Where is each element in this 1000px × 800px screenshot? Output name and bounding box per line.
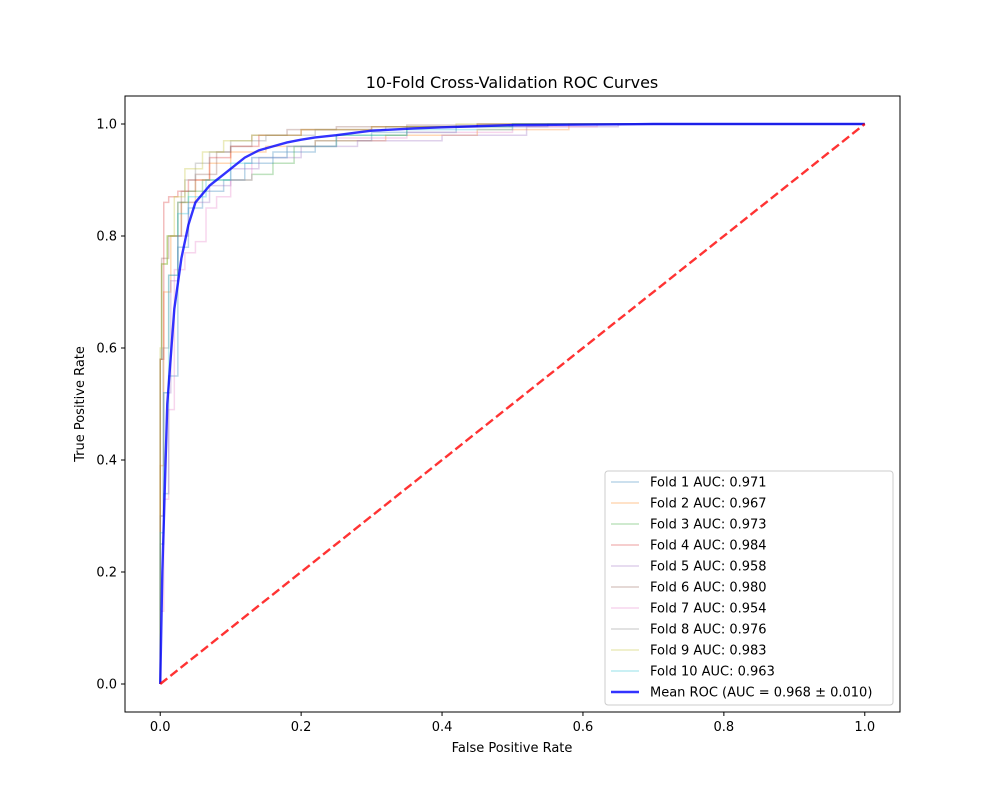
x-tick-label: 0.6 — [573, 720, 594, 735]
legend-label-fold-4: Fold 4 AUC: 0.984 — [650, 539, 767, 554]
series-line-fold-1 — [159, 123, 865, 684]
y-tick-label: 0.4 — [96, 454, 117, 469]
x-tick-label: 0.8 — [714, 720, 735, 735]
series-line-fold-6 — [159, 123, 865, 684]
legend-label-fold-2: Fold 2 AUC: 0.967 — [650, 497, 767, 512]
plot-frame — [124, 95, 901, 713]
y-tick-label: 0.8 — [96, 230, 117, 245]
series-line-fold-9 — [159, 123, 865, 684]
legend-box — [604, 470, 894, 706]
series-line-fold-4 — [159, 123, 865, 684]
series-line-fold-3 — [159, 123, 865, 684]
series-line-fold-7 — [159, 123, 865, 684]
legend-label-fold-8: Fold 8 AUC: 0.976 — [650, 623, 767, 638]
y-tick-label: 0.6 — [96, 342, 117, 357]
legend-label-fold-6: Fold 6 AUC: 0.980 — [650, 581, 767, 596]
y-axis-label: True Positive Rate — [73, 346, 88, 463]
y-tick-label: 0.0 — [96, 678, 117, 693]
x-axis-ticks: 0.0 0.2 0.4 0.6 0.8 1.0 — [150, 712, 875, 735]
series-line-fold-2 — [159, 123, 865, 684]
x-tick-label: 0.0 — [150, 720, 171, 735]
legend-items: Fold 1 AUC: 0.971 Fold 2 AUC: 0.967 Fold 3… — [611, 476, 872, 701]
legend-label-fold-10: Fold 10 AUC: 0.963 — [650, 665, 775, 680]
legend-label-fold-9: Fold 9 AUC: 0.983 — [650, 644, 767, 659]
series-line-mean-roc — [159, 122, 865, 685]
x-tick-label: 1.0 — [854, 720, 875, 735]
x-tick-label: 0.4 — [432, 720, 453, 735]
y-tick-label: 0.2 — [96, 566, 117, 581]
legend-label-fold-5: Fold 5 AUC: 0.958 — [650, 560, 767, 575]
legend-label-fold-7: Fold 7 AUC: 0.954 — [650, 602, 767, 617]
series-line-chance — [159, 123, 866, 685]
y-tick-label: 1.0 — [96, 118, 117, 133]
legend-label-fold-3: Fold 3 AUC: 0.973 — [650, 518, 767, 533]
legend-label-fold-1: Fold 1 AUC: 0.971 — [650, 476, 767, 491]
legend: Fold 1 AUC: 0.971 Fold 2 AUC: 0.967 Fold 3… — [604, 470, 894, 706]
x-axis-label: False Positive Rate — [452, 741, 573, 756]
legend-label-mean-roc: Mean ROC (AUC = 0.968 ± 0.010) — [650, 686, 872, 701]
plot-series — [159, 122, 866, 685]
y-axis-ticks: 0.0 0.2 0.4 0.6 0.8 1.0 — [96, 118, 125, 693]
chart-title: 10-Fold Cross-Validation ROC Curves — [366, 73, 659, 92]
x-tick-label: 0.2 — [291, 720, 312, 735]
